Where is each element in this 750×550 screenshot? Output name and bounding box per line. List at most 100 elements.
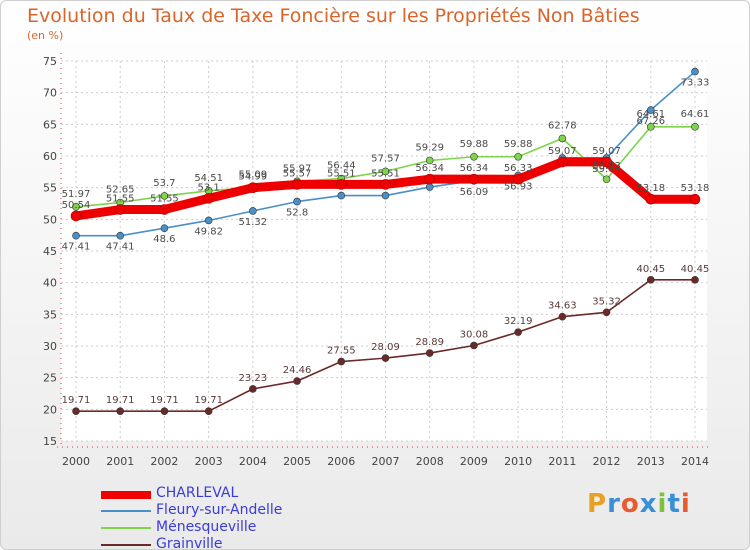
data-point <box>601 156 612 168</box>
y-tick-label: 60 <box>43 150 57 163</box>
legend-swatch-charleval <box>101 491 151 499</box>
data-point <box>335 179 347 190</box>
data-label: 53.7 <box>153 178 175 189</box>
data-point <box>160 407 169 415</box>
x-tick-label: 2006 <box>327 455 355 468</box>
data-label: 50.54 <box>62 200 91 211</box>
data-label: 54.51 <box>194 173 223 184</box>
data-point <box>646 123 655 131</box>
data-label: 56.34 <box>460 163 489 174</box>
data-point <box>557 156 568 168</box>
data-point <box>204 216 213 225</box>
chart-title: Evolution du Taux de Taxe Foncière sur l… <box>27 5 640 27</box>
data-point <box>203 193 214 204</box>
data-label: 56.34 <box>415 163 444 174</box>
data-label: 59.07 <box>592 146 621 157</box>
data-label: 28.89 <box>415 337 444 348</box>
y-tick-label: 20 <box>43 403 57 416</box>
y-tick-label: 35 <box>43 308 57 321</box>
y-tick-label: 55 <box>43 182 57 195</box>
plot-area <box>61 61 707 441</box>
x-tick-label: 2000 <box>62 455 90 468</box>
data-label: 49.82 <box>194 226 223 237</box>
data-label: 28.09 <box>371 342 400 353</box>
data-point <box>291 179 303 190</box>
x-tick-label: 2002 <box>150 455 178 468</box>
data-point <box>381 167 390 176</box>
y-tick-label: 30 <box>43 340 57 353</box>
data-point <box>425 349 434 357</box>
data-label: 56.09 <box>460 187 489 198</box>
data-point <box>249 385 257 393</box>
data-label: 54.99 <box>239 172 268 183</box>
data-point <box>337 357 346 366</box>
data-point <box>293 197 301 206</box>
data-point <box>204 407 213 415</box>
data-label: 51.55 <box>150 194 179 205</box>
data-label: 47.41 <box>106 242 135 253</box>
logo-letter: i <box>680 489 691 519</box>
data-label: 53.18 <box>681 183 710 194</box>
data-label: 59.88 <box>504 139 533 150</box>
y-tick-label: 45 <box>43 245 57 258</box>
x-tick-label: 2008 <box>416 455 444 468</box>
data-label: 55.97 <box>283 163 312 174</box>
data-label: 64.61 <box>636 109 665 120</box>
data-label: 48.6 <box>153 234 175 245</box>
data-point <box>249 207 257 215</box>
data-label: 23.23 <box>239 373 268 384</box>
data-point <box>381 191 390 200</box>
data-point <box>72 203 80 211</box>
data-label: 56.44 <box>327 161 356 172</box>
legend-swatch-fleury <box>101 510 151 512</box>
x-tick-label: 2014 <box>681 455 709 468</box>
data-point <box>646 106 655 114</box>
y-tick-label: 40 <box>43 277 57 290</box>
data-point <box>691 276 699 284</box>
data-label: 40.45 <box>681 264 710 275</box>
y-tick-label: 70 <box>43 87 57 100</box>
data-label: 19.71 <box>194 395 223 406</box>
data-point <box>468 173 480 185</box>
series-group <box>70 67 701 415</box>
data-label: 40.45 <box>636 264 665 275</box>
data-point <box>558 134 567 143</box>
axes: 15 20 25 30 35 40 45 50 55 60 65 70 75 2000 2001 2002 20… <box>43 53 711 468</box>
y-tick-label: 15 <box>43 435 57 448</box>
data-label: 52.65 <box>106 185 135 196</box>
data-label: 51.32 <box>239 217 268 228</box>
data-label: 27.55 <box>327 346 356 357</box>
data-labels: 19.71 19.71 19.71 19.71 23.23 24.46 27.55 28.09… <box>62 78 710 407</box>
data-point <box>645 193 657 205</box>
data-label: 52.8 <box>286 208 308 219</box>
data-point <box>646 276 655 284</box>
data-point <box>689 193 701 205</box>
x-tick-label: 2003 <box>195 455 223 468</box>
proxiti-logo: Proxiti <box>587 489 691 519</box>
data-point <box>380 179 391 190</box>
data-point <box>116 407 125 415</box>
data-label: 19.71 <box>150 395 179 406</box>
x-tick-label: 2011 <box>548 455 576 468</box>
data-label: 67.26 <box>636 116 665 127</box>
x-tick-label: 2001 <box>106 455 134 468</box>
data-label: 19.71 <box>106 395 135 406</box>
data-label: 30.08 <box>460 329 489 340</box>
data-point <box>470 152 478 161</box>
x-tick-label: 2007 <box>372 455 400 468</box>
data-point <box>293 377 301 385</box>
data-point <box>337 191 346 200</box>
data-label: 59.88 <box>460 139 489 150</box>
data-label: 53.1 <box>198 182 220 193</box>
legend-swatch-grainville <box>101 544 151 546</box>
data-point <box>425 156 434 165</box>
data-point <box>160 192 169 200</box>
data-label: 59.07 <box>548 146 577 157</box>
data-point <box>72 407 80 415</box>
y-unit-label: (en %) <box>27 29 64 42</box>
data-label: 59.29 <box>415 142 444 153</box>
y-tick-label: 65 <box>43 118 57 131</box>
data-point <box>381 354 390 362</box>
